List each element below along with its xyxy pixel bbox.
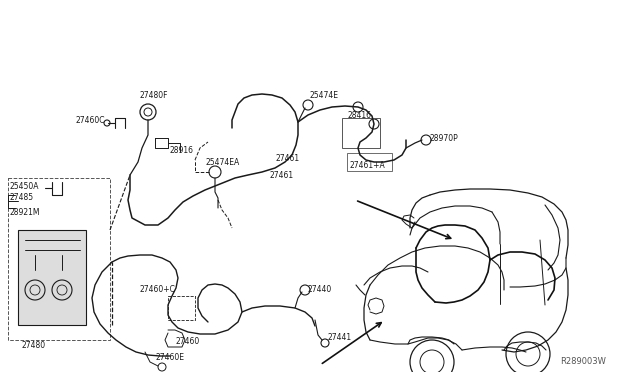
- Text: 25474EA: 25474EA: [205, 157, 239, 167]
- Text: 27461+A: 27461+A: [349, 160, 385, 170]
- Text: 27460E: 27460E: [155, 353, 184, 362]
- Text: 27480F: 27480F: [140, 90, 168, 99]
- Text: 27485: 27485: [10, 192, 34, 202]
- Text: R289003W: R289003W: [560, 357, 606, 366]
- Text: 27480: 27480: [22, 340, 46, 350]
- Bar: [347, 153, 392, 171]
- Text: 27460C: 27460C: [75, 115, 104, 125]
- Text: 27441: 27441: [328, 334, 352, 343]
- Text: 25474E: 25474E: [310, 90, 339, 99]
- Text: 25450A: 25450A: [10, 182, 40, 190]
- Text: 27440: 27440: [308, 285, 332, 295]
- Text: 28416: 28416: [348, 110, 372, 119]
- Text: 27461: 27461: [275, 154, 299, 163]
- Bar: [18, 230, 86, 325]
- Text: 27460+C: 27460+C: [140, 285, 176, 295]
- Text: 27461: 27461: [270, 170, 294, 180]
- Bar: [342, 118, 380, 148]
- Text: 28970P: 28970P: [430, 134, 459, 142]
- Text: 28921M: 28921M: [10, 208, 40, 217]
- Text: 27460: 27460: [175, 337, 199, 346]
- Text: 28916: 28916: [170, 145, 194, 154]
- Bar: [8, 178, 110, 340]
